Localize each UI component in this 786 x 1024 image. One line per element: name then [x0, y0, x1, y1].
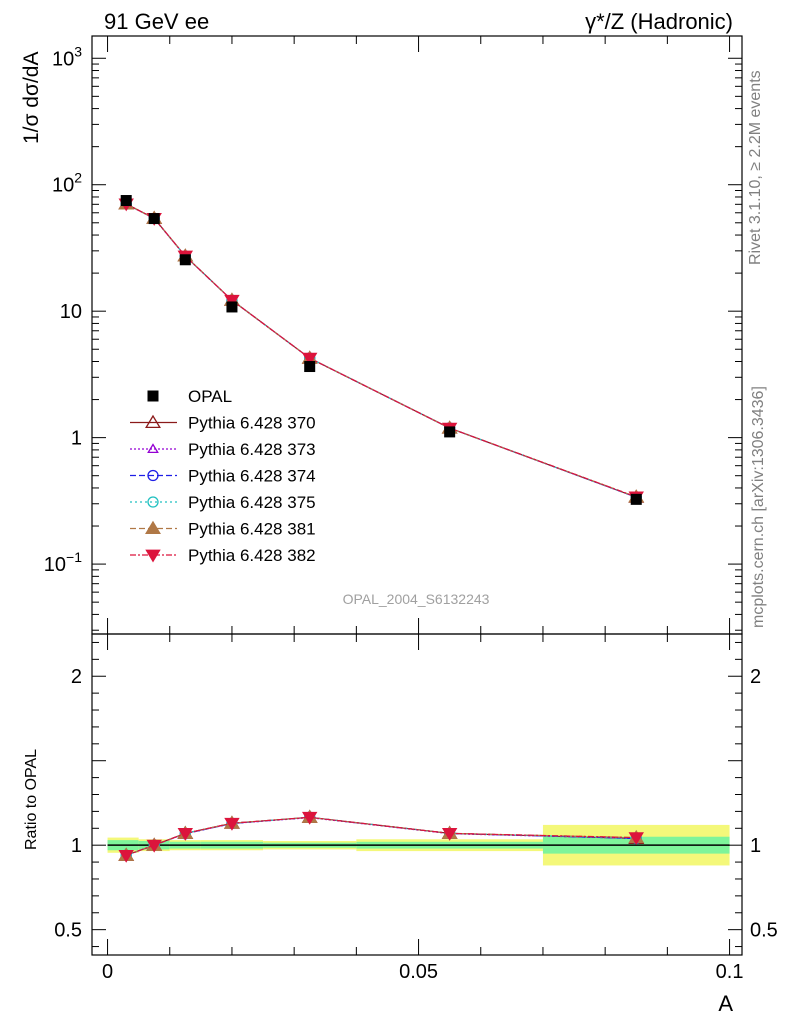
legend-marker-6 [145, 549, 161, 563]
legend-label-4: Pythia 6.428 375 [188, 493, 316, 512]
opal-data-point [148, 213, 160, 225]
x-tick-label: 0.1 [716, 961, 744, 983]
ratio-point-6 [224, 817, 240, 831]
legend-marker-opal [147, 390, 159, 402]
legend-marker-3 [147, 469, 159, 482]
legend-marker-5 [145, 520, 161, 535]
opal-data-point [179, 254, 191, 266]
mcplots-text: mcplots.cern.ch [arXiv:1306.3436] [750, 386, 767, 628]
main-frame [91, 35, 743, 635]
legend-label-2: Pythia 6.428 373 [188, 440, 316, 459]
analysis-watermark: OPAL_2004_S6132243 [343, 591, 490, 607]
ratio-y-tick-label-right: 0.5 [750, 920, 778, 942]
series-point-6 [301, 352, 318, 366]
x-axis-label: A [718, 991, 733, 1016]
ratio-y-tick-label-right: 1 [750, 835, 761, 857]
ratio-y-tick-label-left: 1 [71, 835, 82, 857]
ratio-y-tick-label-left: 0.5 [54, 920, 82, 942]
opal-data-point [120, 195, 132, 207]
main-y-tick-label: 1 [71, 428, 82, 450]
legend: OPAL Pythia 6.428 370 Pythia 6.428 373 Pyth… [130, 387, 316, 565]
ratio-y-tick-label-right: 2 [750, 666, 761, 688]
legend-marker-1 [145, 414, 161, 429]
legend-label-opal: OPAL [188, 387, 232, 406]
rivet-version-text: Rivet 3.1.10, ≥ 2.2M events [747, 70, 764, 265]
ratio-point-6 [628, 832, 644, 846]
series-point-6 [224, 294, 240, 308]
main-y-axis-label: 1/σ dσ/dA [20, 52, 43, 144]
ratio-point-6 [177, 827, 194, 841]
ratio-panel: 0.5 0.5 1 1 2 2 0 0.05 0.1 [54, 633, 778, 983]
right-title: γ*/Z (Hadronic) [585, 9, 733, 34]
main-y-tick-label: 10 [60, 301, 82, 323]
main-panel: 10−1 1 10 102 103 [44, 35, 743, 635]
left-title: 91 GeV ee [104, 9, 209, 34]
ratio-point-6 [441, 827, 458, 841]
legend-marker-4 [147, 496, 159, 508]
legend-label-1: Pythia 6.428 370 [188, 414, 316, 433]
x-tick-label: 0.05 [399, 961, 438, 983]
ratio-point-6 [301, 811, 318, 825]
ratio-y-axis-label: Ratio to OPAL [23, 749, 40, 850]
legend-label-5: Pythia 6.428 381 [188, 520, 316, 539]
legend-label-3: Pythia 6.428 374 [188, 467, 316, 486]
legend-label-6: Pythia 6.428 382 [188, 546, 316, 565]
opal-data-point [226, 301, 238, 313]
main-y-tick-label: 102 [52, 170, 82, 197]
legend-marker-2 [147, 443, 159, 454]
main-y-tick-label: 10−1 [44, 549, 82, 576]
opal-data-point [630, 493, 642, 505]
ratio-y-tick-label-left: 2 [71, 666, 82, 688]
main-y-tick-label: 103 [52, 43, 82, 70]
ratio-point-6 [118, 849, 134, 863]
ratio-point-6 [146, 839, 162, 853]
x-tick-label: 0 [102, 961, 113, 983]
ratio-frame [91, 633, 743, 956]
opal-data-point [304, 361, 316, 373]
opal-data-point [444, 426, 456, 438]
